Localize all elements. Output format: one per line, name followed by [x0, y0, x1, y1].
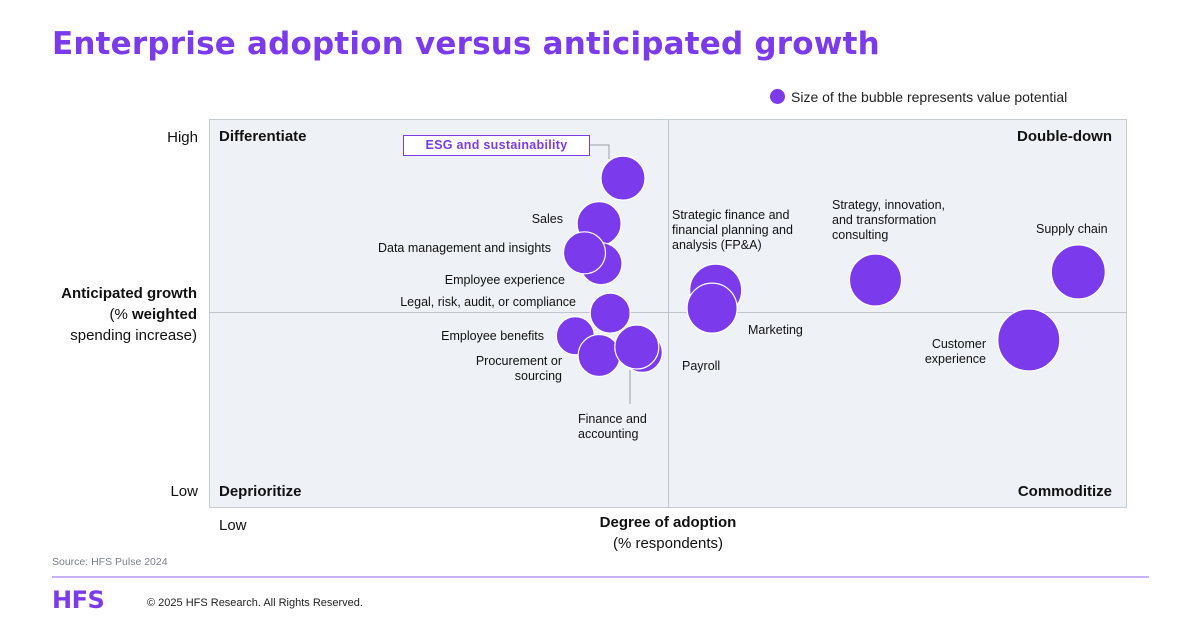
label-finance-line2: accounting: [578, 427, 639, 441]
label-strategy-line1: Strategy, innovation,: [832, 198, 946, 212]
label-employee-benefits: Employee benefits: [441, 329, 544, 343]
label-sales: Sales: [531, 212, 563, 226]
bubble-esg-and-sustainability: [600, 155, 646, 201]
quadrant-label-double-down: Double-down: [1017, 128, 1112, 145]
bubble-group: [555, 155, 1106, 378]
vertical-midline: [668, 119, 669, 508]
label-employee-experience: Employee experience: [444, 273, 565, 287]
bubble-customer-experience: [997, 308, 1061, 372]
esg-leader-line: [590, 144, 610, 159]
label-legal-risk: Legal, risk, audit, or compliance: [400, 295, 576, 309]
x-axis-title-line1: Degree of adoption: [599, 514, 737, 531]
label-strategic-finance-line3: analysis (FP&A): [672, 238, 762, 252]
y-axis-title-line2-bold: weighted: [131, 306, 197, 323]
quadrant-label-differentiate: Differentiate: [219, 128, 307, 145]
quadrant-label-commoditize: Commoditize: [1017, 483, 1112, 500]
label-strategic-finance: Strategic finance and financial planning…: [672, 208, 793, 253]
bubble-marketing: [686, 282, 738, 334]
y-axis-low-label: Low: [170, 483, 198, 500]
label-strategy-consulting: Strategy, innovation, and transformation…: [832, 198, 945, 243]
legend-bubble-icon: [770, 89, 785, 104]
y-axis-title-line2-pre: (%: [109, 306, 132, 323]
bubble-supply-chain: [1050, 244, 1106, 300]
label-supply-chain: Supply chain: [1036, 222, 1108, 236]
bubble-strategy-innovation-and-transformation-consulting: [848, 253, 903, 307]
x-axis-low-label: Low: [219, 517, 247, 534]
esg-callout-box: ESG and sustainability: [403, 135, 590, 156]
x-axis-title: Degree of adoption (% respondents): [568, 512, 768, 554]
label-strategy-line2: and transformation: [832, 213, 937, 227]
bubble-payroll: [614, 324, 660, 370]
chart-title: Enterprise adoption versus anticipated g…: [52, 26, 880, 62]
label-strategic-finance-line2: financial planning and: [672, 223, 793, 237]
chart-legend: Size of the bubble represents value pote…: [770, 89, 1067, 105]
label-procurement-line2: sourcing: [514, 369, 562, 383]
y-axis-title: Anticipated growth (% weighted spending …: [61, 283, 197, 346]
label-marketing: Marketing: [748, 323, 803, 337]
label-finance-line1: Finance and: [578, 412, 647, 426]
legend-text: Size of the bubble represents value pote…: [791, 89, 1068, 105]
label-procurement-line1: Procurement or: [475, 354, 562, 368]
y-axis-high-label: High: [167, 129, 198, 146]
quadrant-label-deprioritize: Deprioritize: [219, 483, 302, 500]
label-customer-line2: experience: [924, 352, 986, 366]
bubble-procurement-or-sourcing: [577, 333, 621, 378]
label-strategy-line3: consulting: [832, 228, 889, 242]
source-note: Source: HFS Pulse 2024: [52, 556, 168, 568]
hfs-logo: HFS: [52, 586, 105, 614]
bubble-legal-risk-audit-or-compliance: [589, 292, 631, 334]
y-axis-title-line1: Anticipated growth: [61, 285, 197, 302]
label-finance-accounting: Finance and accounting: [578, 412, 647, 442]
label-payroll: Payroll: [682, 359, 721, 373]
copyright-text: © 2025 HFS Research. All Rights Reserved…: [147, 597, 363, 609]
bubble-data-management-and-insights: [562, 231, 607, 275]
label-customer-line1: Customer: [931, 337, 986, 351]
label-data-management: Data management and insights: [377, 241, 551, 255]
label-procurement: Procurement or sourcing: [476, 354, 562, 384]
y-axis-title-line3: spending increase): [70, 327, 197, 344]
footer-divider: [52, 576, 1149, 578]
label-customer-experience: Customer experience: [925, 337, 986, 367]
x-axis-title-line2: (% respondents): [612, 535, 724, 552]
label-strategic-finance-line1: Strategic finance and: [672, 208, 790, 222]
